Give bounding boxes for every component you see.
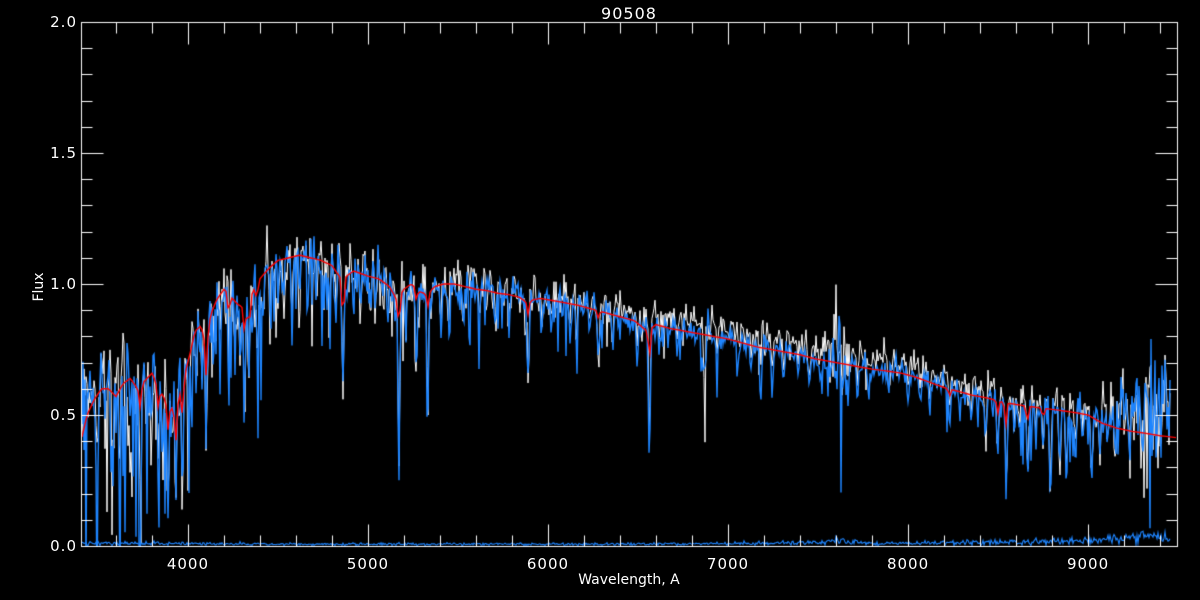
- x-axis-label: Wavelength, A: [578, 572, 680, 588]
- x-tick-label: 8000: [886, 555, 930, 573]
- x-tick-label: 4000: [166, 555, 210, 573]
- y-tick-label: 1.5: [50, 144, 77, 162]
- x-tick-label: 7000: [706, 555, 750, 573]
- y-tick-label: 1.0: [50, 275, 77, 293]
- plot-title: 90508: [601, 4, 657, 23]
- x-tick-label: 9000: [1066, 555, 1110, 573]
- y-tick-label: 2.0: [50, 13, 77, 31]
- x-tick-label: 6000: [526, 555, 570, 573]
- y-tick-label: 0.0: [50, 537, 77, 555]
- x-tick-label: 5000: [346, 555, 390, 573]
- y-tick-label: 0.5: [50, 406, 77, 424]
